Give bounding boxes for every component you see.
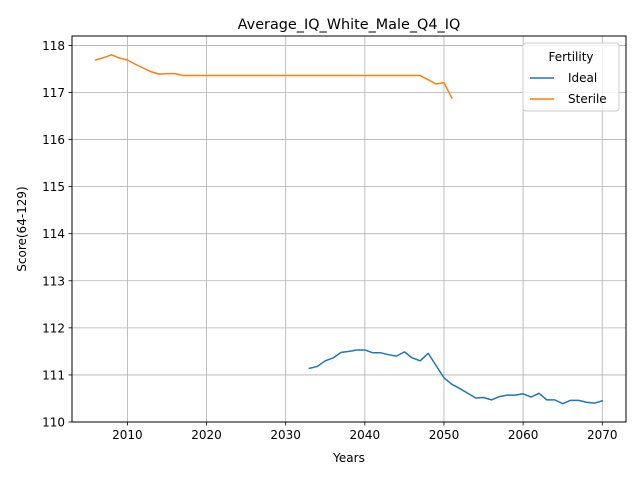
x-tick-label: 2040	[350, 428, 381, 442]
legend-box	[522, 42, 620, 112]
y-tick-label: 116	[42, 133, 65, 147]
y-tick-label: 117	[42, 86, 65, 100]
legend-label-sterile: Sterile	[568, 92, 607, 106]
x-tick-label: 2030	[270, 428, 301, 442]
y-tick-label: 111	[42, 368, 65, 382]
y-tick-label: 110	[42, 416, 65, 430]
y-tick-label: 112	[42, 321, 65, 335]
chart-title: Average_IQ_White_Male_Q4_IQ	[238, 17, 461, 33]
y-tick-label: 115	[42, 180, 65, 194]
legend-label-ideal: Ideal	[568, 71, 597, 85]
x-tick-label: 2050	[429, 428, 460, 442]
ticks: 2010 2020 2030 2040 2050 2060 2070 110 111 112 113…	[42, 39, 617, 442]
y-axis-label: Score(64-129)	[15, 186, 29, 271]
x-axis-label: Years	[332, 451, 365, 465]
series-line-ideal	[308, 349, 604, 405]
legend-title: Fertility	[548, 50, 593, 64]
plot-frame	[71, 35, 627, 423]
series-layer	[94, 54, 604, 405]
x-tick-label: 2010	[112, 428, 143, 442]
x-tick-label: 2070	[587, 428, 618, 442]
x-tick-label: 2020	[191, 428, 222, 442]
y-tick-label: 114	[42, 227, 65, 241]
series-line-sterile	[94, 54, 453, 100]
y-tick-label: 118	[42, 39, 65, 53]
legend: Fertility Ideal Sterile	[522, 42, 620, 112]
x-tick-label: 2060	[508, 428, 539, 442]
y-tick-label: 113	[42, 274, 65, 288]
